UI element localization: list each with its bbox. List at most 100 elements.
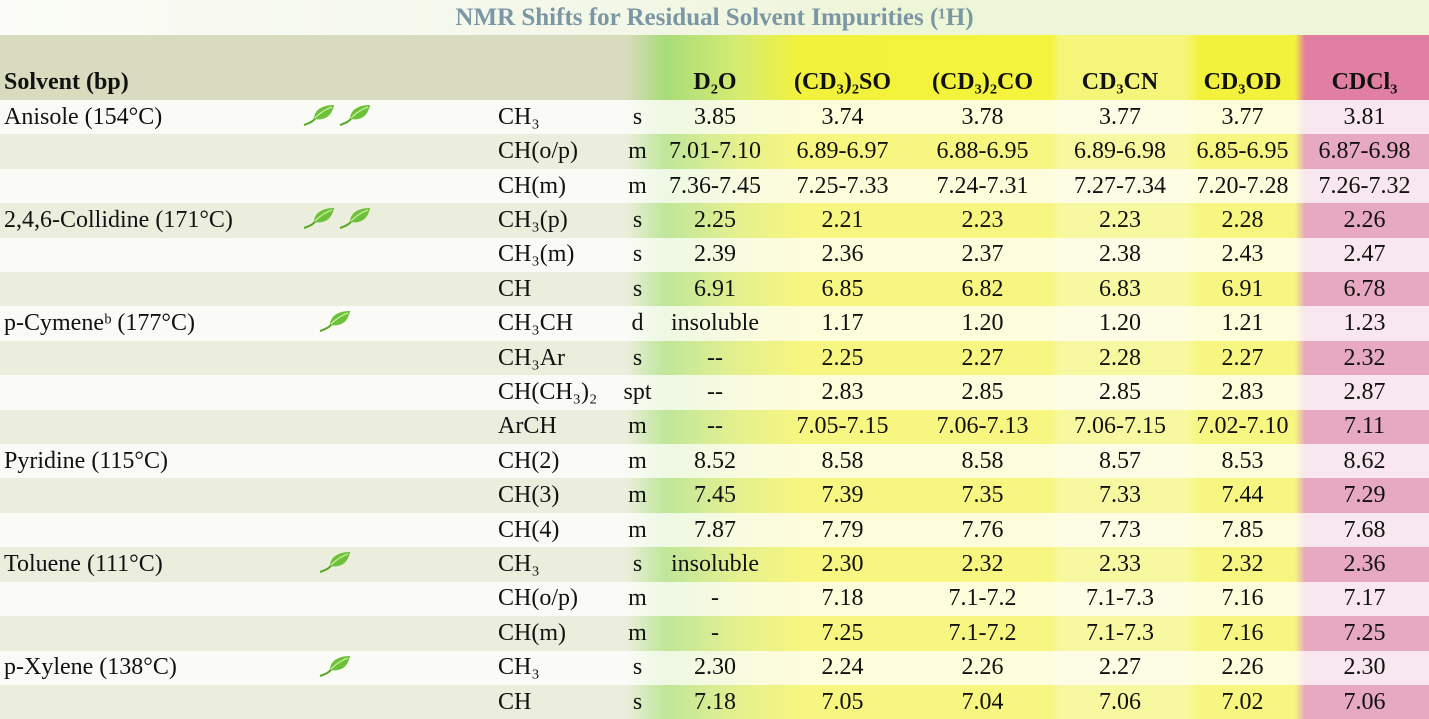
- solvent-cell: [0, 169, 490, 203]
- shift-cell: 6.89-6.97: [796, 138, 889, 165]
- shift-cell: 7.18: [694, 688, 736, 715]
- shift-cell: insoluble: [671, 310, 759, 337]
- shift-cell: 2.87: [1343, 378, 1386, 405]
- multiplicity-cell: s: [632, 275, 643, 302]
- column-header: D₂O: [693, 69, 737, 95]
- shift-cell: 2.28: [1221, 206, 1264, 233]
- shift-cell: 7.01-7.10: [669, 138, 761, 165]
- shift-cell: 7.05-7.15: [796, 413, 889, 440]
- shift-cell: --: [707, 344, 723, 371]
- proton-cell: ArCH: [498, 413, 557, 440]
- shift-cell: 6.91: [1221, 275, 1264, 302]
- proton-cell: CH(2): [498, 447, 560, 474]
- header-cell: [620, 35, 655, 100]
- proton-cell: CH: [498, 688, 532, 715]
- table-row: Pyridine (115°C) CH(2) m 8.52 8.58 8.58 8.57 8.…: [0, 444, 1429, 479]
- solvent-cell: [0, 410, 490, 444]
- shift-cell: 7.17: [1343, 585, 1386, 612]
- shift-cell: 7.79: [821, 516, 864, 543]
- shift-cell: 2.23: [961, 206, 1004, 233]
- shift-cell: 2.85: [961, 378, 1004, 405]
- solvent-cell: [0, 238, 490, 272]
- solvent-cell: [0, 272, 490, 306]
- shift-cell: 7.02-7.10: [1196, 413, 1289, 440]
- shift-cell: --: [707, 378, 723, 405]
- proton-cell: CH₃: [498, 103, 540, 130]
- shift-cell: 6.87-6.98: [1318, 138, 1411, 165]
- green-leaf: [302, 103, 336, 134]
- shift-cell: 2.30: [694, 654, 736, 681]
- proton-cell: CH(3): [498, 482, 560, 509]
- shift-cell: 3.74: [821, 103, 864, 130]
- green-leaf: [302, 206, 336, 237]
- shift-cell: 2.36: [1343, 550, 1386, 577]
- proton-cell: CH₃: [498, 550, 540, 577]
- shift-cell: 7.29: [1343, 482, 1386, 509]
- shift-cell: 2.43: [1221, 241, 1264, 268]
- shift-cell: 2.47: [1343, 241, 1386, 268]
- column-header: CD₃CN: [1081, 69, 1159, 95]
- shift-cell: 8.52: [694, 447, 736, 474]
- shift-cell: 2.83: [1221, 378, 1264, 405]
- proton-cell: CH₃Ar: [498, 344, 566, 371]
- shift-cell: 7.02: [1221, 688, 1264, 715]
- multiplicity-cell: m: [628, 138, 647, 165]
- shift-cell: 7.1-7.3: [1086, 585, 1154, 612]
- table-row: CH(o/p) m 7.01-7.10 6.89-6.97 6.88-6.95 6.89-…: [0, 134, 1429, 169]
- table-row: p-Cymeneᵇ (177°C) CH₃CH d insoluble 1.17 1.20…: [0, 306, 1429, 342]
- shift-cell: 2.25: [821, 344, 864, 371]
- shift-cell: 2.27: [961, 344, 1004, 371]
- shift-cell: 7.85: [1221, 516, 1264, 543]
- shift-cell: 7.25: [1343, 619, 1386, 646]
- multiplicity-cell: m: [628, 447, 647, 474]
- shift-cell: 1.21: [1221, 310, 1264, 337]
- multiplicity-cell: m: [628, 413, 647, 440]
- shift-cell: 7.05: [821, 688, 864, 715]
- shift-cell: insoluble: [671, 550, 759, 577]
- multiplicity-cell: s: [632, 654, 643, 681]
- solvent-cell: [0, 134, 490, 168]
- solvent-cell: [0, 616, 490, 650]
- solvent-cell: Toluene (111°C): [4, 550, 163, 577]
- shift-cell: 2.30: [1343, 654, 1386, 681]
- table-row: Anisole (154°C) CH₃ s 3.85 3.74 3.78 3.77 3.77 3…: [0, 100, 1429, 135]
- proton-cell: CH(m): [498, 619, 566, 646]
- shift-cell: 3.81: [1343, 103, 1386, 130]
- shift-cell: 3.85: [694, 103, 736, 130]
- multiplicity-cell: m: [628, 516, 647, 543]
- shift-cell: 2.33: [1099, 550, 1141, 577]
- table-row: 2,4,6-Collidine (171°C) CH₃(p) s 2.25 2.21 2.…: [0, 203, 1429, 238]
- shift-cell: 6.91: [694, 275, 736, 302]
- proton-cell: CH₃(m): [498, 241, 575, 268]
- shift-cell: 6.89-6.98: [1074, 138, 1166, 165]
- column-header: (CD₃)₂SO: [793, 69, 892, 95]
- proton-cell: CH(o/p): [498, 138, 578, 165]
- shift-cell: 2.32: [1343, 344, 1386, 371]
- solvent-cell: [0, 685, 490, 719]
- multiplicity-cell: m: [628, 482, 647, 509]
- table-title: NMR Shifts for Residual Solvent Impuriti…: [0, 0, 1429, 35]
- solvent-cell: p-Xylene (138°C): [4, 654, 177, 681]
- shift-cell: 6.85-6.95: [1196, 138, 1289, 165]
- solvent-cell: 2,4,6-Collidine (171°C): [4, 206, 233, 233]
- shift-cell: 6.78: [1343, 275, 1386, 302]
- solvent-cell: Anisole (154°C): [4, 103, 163, 130]
- shift-cell: 7.24-7.31: [936, 172, 1029, 199]
- table-row: CH(3) m 7.45 7.39 7.35 7.33 7.44 7.29: [0, 478, 1429, 513]
- table-row: CH(CH₃)₂ spt -- 2.83 2.85 2.85 2.83 2.87: [0, 375, 1429, 411]
- proton-cell: CH(m): [498, 172, 566, 199]
- shift-cell: 2.83: [821, 378, 864, 405]
- shift-cell: 2.37: [961, 241, 1004, 268]
- multiplicity-cell: m: [628, 172, 647, 199]
- proton-cell: CH₃CH: [498, 310, 574, 337]
- table-row: CH(m) m - 7.25 7.1-7.2 7.1-7.3 7.16 7.25: [0, 616, 1429, 651]
- solvent-cell: [0, 582, 490, 616]
- shift-cell: 2.30: [821, 550, 864, 577]
- solvent-cell: [0, 513, 490, 547]
- shift-cell: 2.26: [1343, 206, 1386, 233]
- shift-cell: 6.88-6.95: [936, 138, 1029, 165]
- solvent-cell: [0, 375, 490, 409]
- shift-cell: 1.23: [1343, 310, 1386, 337]
- shift-cell: 2.39: [694, 241, 736, 268]
- shift-cell: 7.06-7.15: [1074, 413, 1166, 440]
